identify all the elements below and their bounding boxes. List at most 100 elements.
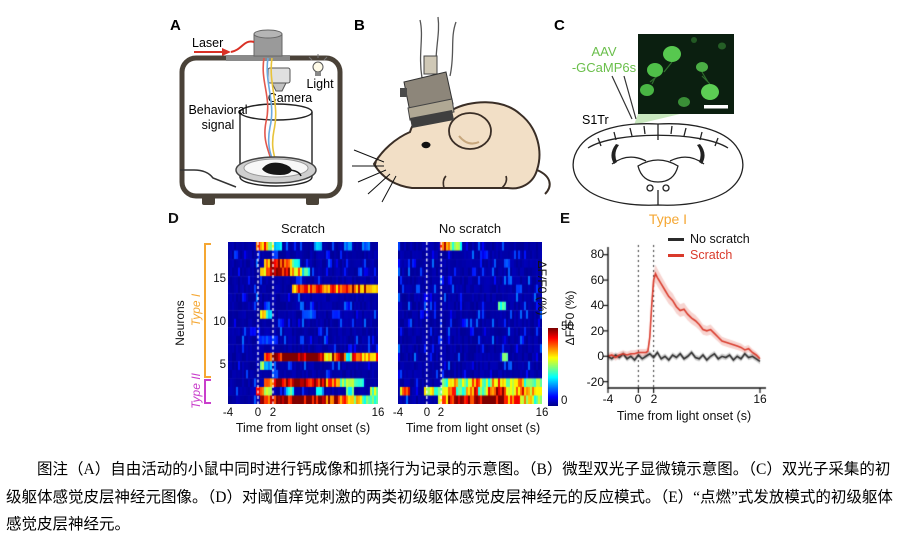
laser-arrow-icon [222,48,231,56]
mouse-ear [448,112,492,150]
headstage-wire-1 [419,19,423,79]
no-scratch-line-swatch [668,237,684,241]
figure-caption: 图注（A）自由活动的小鼠中同时进行钙成像和抓挠行为记录的示意图。（B）微型双光子… [6,461,893,534]
panel-e: E Type I No scratch Scratch 80 60 40 20 … [556,210,806,450]
mouse-eye [421,141,431,149]
scratch-legend-label: Scratch [690,248,733,262]
e-ytick-40: 40 [590,298,604,312]
fiber-red [262,57,273,165]
mouse-ear-inner [458,135,480,145]
mouse-tail [536,169,551,195]
injection-pointer-lines [611,75,637,120]
brain-injection-schematic: C AAV -GCaMP6s S1Tr [554,17,744,206]
camera-lens [271,82,287,92]
laser-fiber [230,40,255,53]
neurons-tick-15: 15 [213,273,226,285]
panel-d: D Scratch No scratch 15 10 5 Neurons Typ… [166,210,586,455]
mouse-tail [289,169,302,177]
scratch-xaxis-label: Time from light onset (s) [235,421,371,435]
scratch-xtick-16: 16 [371,407,385,419]
fiber-blue [266,57,275,165]
mouse-icon [262,162,292,175]
microscope-baseplate [407,98,455,121]
noscratch-xaxis-label: Time from light onset (s) [405,421,541,435]
behavioral-signal-wire [180,169,237,188]
e-ytick-60: 60 [590,273,604,287]
no-scratch-heatmap [398,242,542,404]
behavioral-signal-label-2: signal [202,118,235,132]
type1-line-chart [556,210,806,445]
mouse-nose [374,161,377,168]
mouse-microscope-schematic: B [352,16,551,203]
scratch-xtick-2: 2 [269,407,277,419]
legend-no-scratch: No scratch [668,232,750,246]
aav-label-1: AAV [591,44,616,59]
panel-b-letter: B [354,17,365,34]
light-bulb-base [315,72,321,76]
noscratch-xtick-0: 0 [423,407,431,419]
microscope-knob [400,88,407,97]
scratch-heatmap [228,242,378,404]
scratch-heatmap-title: Scratch [280,221,326,236]
e-ytick-neg20: -20 [586,375,604,389]
laser-label: Laser [192,36,223,50]
coronal-section-outline [572,123,744,206]
behavioral-signal-label-1: Behavioral [188,103,247,117]
neurons-tick-10: 10 [213,316,226,328]
neurons-tick-5: 5 [219,359,226,371]
lateral-ventricles [611,144,705,164]
headstage-wire-3 [449,21,457,77]
e-yaxis-label: ΔF/F0 (%) [563,290,577,346]
inset-wedge [634,114,680,125]
headstage-wire-2 [435,16,440,63]
microscope-base-dark [410,110,454,128]
light-label: Light [306,77,334,91]
type1-bracket [204,243,211,378]
aav-label-2: -GCaMP6s [572,60,637,75]
type2-bracket [204,379,211,404]
microscope-top-cylinder [423,55,438,75]
e-ytick-80: 80 [590,247,604,261]
panel-a-letter: A [170,17,181,34]
noscratch-xtick-16: 16 [535,407,549,419]
legend-scratch: Scratch [668,248,732,262]
camera-label: Camera [268,91,313,105]
e-ytick-20: 20 [590,324,604,338]
e-xtick-16: 16 [753,392,767,406]
box-top-plate [226,55,290,61]
panel-d-letter: D [168,210,179,227]
no-scratch-heatmap-title: No scratch [438,221,502,236]
gcamp-neurons [640,37,726,107]
type1-group-label: Type I [189,293,203,327]
mouse-legs [442,175,508,189]
neurons-axis-label: Neurons [173,300,187,346]
box-foot-right [306,196,319,205]
panel-b: B [352,12,558,210]
scratch-xtick-0: 0 [254,407,262,419]
panel-a: A Laser Camera Light [168,12,354,210]
light-bulb-icon [312,61,324,73]
behavior-box-schematic: A Laser Camera Light [170,17,343,205]
light-rays [308,54,328,61]
laser-head-top [253,29,283,39]
scratch-xtick-neg4: -4 [222,407,234,419]
e-ytick-0: 0 [597,349,604,363]
panel-c: C AAV -GCaMP6s S1Tr [552,12,764,212]
type2-group-label: Type II [189,373,203,409]
colorbar [548,328,558,406]
e-xtick-neg4: -4 [602,392,614,406]
box-foot-left [202,196,215,205]
mouse-whiskers [352,149,397,203]
e-xtick-2: 2 [650,392,658,406]
colorbar-label: ΔF/F0 (%) [535,260,549,316]
noscratch-xtick-neg4: -4 [392,407,404,419]
e-xaxis-label: Time from light onset (s) [616,409,752,423]
no-scratch-legend-label: No scratch [690,232,750,246]
panel-c-letter: C [554,17,565,34]
scale-bar [704,105,728,109]
s1tr-label: S1Tr [582,113,609,127]
e-xtick-0: 0 [634,392,642,406]
scratch-line-swatch [668,253,684,257]
noscratch-xtick-2: 2 [437,407,445,419]
